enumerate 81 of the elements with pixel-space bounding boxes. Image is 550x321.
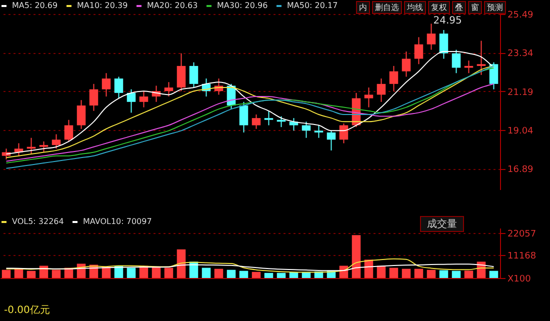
y-tick-label: 25.49	[508, 10, 534, 20]
bar	[452, 270, 461, 278]
candlestick	[2, 148, 11, 160]
bar	[439, 270, 448, 278]
bar	[264, 272, 274, 278]
bar	[14, 268, 24, 278]
bar	[239, 270, 248, 278]
text: 窗	[468, 1, 482, 14]
candlestick	[139, 90, 148, 108]
legend-label: MA30: 20.96	[217, 1, 268, 10]
candlestick	[402, 51, 411, 78]
bar	[252, 272, 261, 278]
candlestick	[64, 119, 74, 142]
bar	[414, 268, 424, 278]
candlestick	[302, 121, 311, 138]
candlestick	[89, 83, 98, 112]
bar	[152, 266, 161, 278]
candlestick	[364, 87, 374, 108]
bar	[426, 270, 436, 278]
text: 复权	[428, 1, 450, 14]
bar	[202, 268, 211, 278]
bar	[352, 235, 361, 278]
text: 均线	[404, 1, 426, 14]
candlestick	[126, 88, 136, 114]
bar	[214, 268, 224, 278]
line-series	[6, 258, 494, 273]
legend-label: MA50: 20.17	[287, 1, 338, 10]
bar	[376, 266, 386, 278]
candlestick	[52, 134, 61, 150]
bar	[226, 270, 236, 278]
bar	[489, 270, 498, 278]
candlestick	[376, 78, 386, 102]
line-series	[6, 264, 494, 272]
bar	[402, 268, 411, 278]
candlestick	[452, 49, 461, 74]
bar	[276, 272, 286, 278]
candlestick	[189, 62, 198, 88]
text: -0.00亿元	[4, 304, 50, 317]
y-tick-label: X100	[508, 274, 532, 284]
candlestick	[426, 23, 436, 50]
bar	[176, 249, 186, 278]
legend-label: MAVOL10: 70097	[83, 217, 152, 226]
candlestick	[439, 29, 448, 60]
text: 预测	[484, 1, 506, 14]
legend-label: VOL5: 32264	[12, 217, 64, 226]
candlestick	[114, 76, 124, 99]
annotation: 成交量	[420, 216, 464, 232]
y-tick-label: 22057	[508, 229, 536, 240]
y-tick-label: 21.19	[508, 88, 534, 98]
legend-label: MA20: 20.63	[147, 1, 198, 10]
y-tick-label: 23.34	[508, 49, 534, 60]
bar	[126, 268, 136, 278]
bar	[164, 268, 174, 278]
text: 内	[356, 1, 370, 14]
bar	[52, 270, 61, 278]
bar	[26, 270, 36, 278]
text: 删自选	[372, 1, 402, 14]
candlestick	[252, 114, 261, 130]
text: 叠	[452, 1, 466, 14]
legend-label: MA10: 20.39	[77, 1, 128, 10]
candlestick	[164, 82, 174, 98]
y-tick-label: 19.04	[508, 126, 534, 136]
bar	[389, 268, 398, 278]
candlestick	[39, 140, 48, 153]
y-tick-label: 16.89	[508, 165, 534, 176]
legend-label: MA5: 20.69	[12, 1, 58, 10]
candlestick	[314, 124, 324, 138]
candlestick	[239, 101, 248, 133]
candlestick	[264, 110, 274, 126]
bar	[289, 272, 298, 278]
bar	[2, 270, 11, 278]
candlestick	[476, 40, 486, 76]
annotation: 24.95	[433, 16, 462, 27]
candlestick	[176, 52, 186, 92]
candlestick	[76, 100, 86, 130]
candlestick	[326, 130, 336, 151]
candlestick	[102, 72, 111, 98]
y-tick-label: 11168	[508, 252, 536, 262]
candlestick	[389, 65, 398, 92]
candlestick	[414, 36, 424, 65]
bar	[464, 270, 474, 278]
